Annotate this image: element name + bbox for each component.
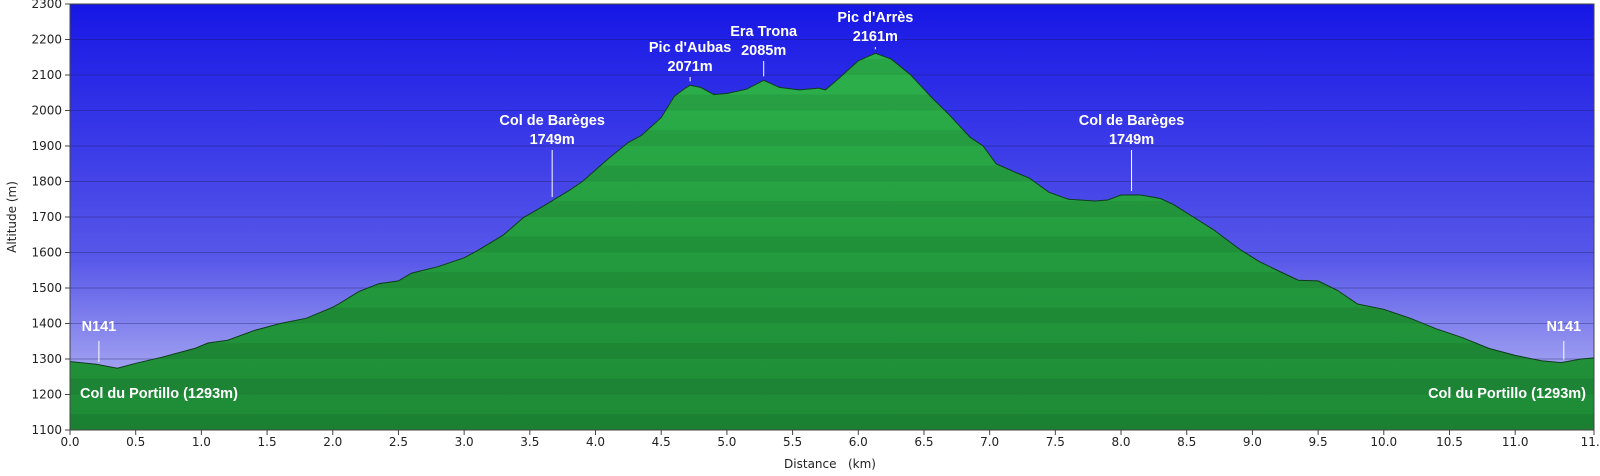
terrain-band: [70, 343, 1594, 359]
terrain-band: [70, 414, 1594, 430]
y-tick-label: 1100: [31, 423, 62, 437]
x-tick-label: 6.5: [914, 435, 933, 449]
y-tick-label: 1400: [31, 317, 62, 331]
x-tick-label: 0.5: [126, 435, 145, 449]
annotation-name: Era Trona: [730, 24, 798, 40]
y-tick-label: 1300: [31, 352, 62, 366]
y-tick-label: 2300: [31, 0, 62, 11]
annotation-name: Col de Barèges: [1079, 113, 1185, 129]
annotation-elevation: 2161m: [853, 29, 898, 45]
corner-label-left: Col du Portillo (1293m): [80, 386, 238, 402]
terrain-band: [70, 307, 1594, 324]
terrain-band: [70, 272, 1594, 288]
x-tick-label: 11.0: [1502, 435, 1529, 449]
x-tick-label: 8.5: [1177, 435, 1196, 449]
annotation-name: Col de Barèges: [499, 113, 605, 129]
x-tick-label: 1.0: [192, 435, 211, 449]
y-tick-label: 1800: [31, 175, 62, 189]
x-tick-label: 6.0: [849, 435, 868, 449]
road-label: N141: [82, 319, 117, 335]
y-tick-label: 1200: [31, 388, 62, 402]
annotation-name: Pic d'Arrès: [837, 10, 913, 26]
x-tick-label: 5.5: [783, 435, 802, 449]
x-tick-label: 10.5: [1436, 435, 1463, 449]
y-axis-title: Altitude (m): [5, 181, 19, 253]
x-tick-label: 5.0: [717, 435, 736, 449]
y-tick-label: 2200: [31, 33, 62, 47]
y-tick-label: 1900: [31, 139, 62, 153]
x-tick-label: 7.0: [980, 435, 999, 449]
y-tick-label: 1500: [31, 281, 62, 295]
y-tick-label: 1700: [31, 210, 62, 224]
x-tick-label: 8.0: [1111, 435, 1130, 449]
x-axis-ticks: 0.0 0.5 1.0 1.5 2.0 2.5 3.0 3.5 4.0 4.5 5.0 5.5 6.0 6…: [60, 430, 1600, 449]
annotation-elevation: 2085m: [741, 43, 786, 59]
x-tick-label: 3.5: [520, 435, 539, 449]
x-tick-label: 1.5: [258, 435, 277, 449]
corner-label-right: Col du Portillo (1293m): [1428, 386, 1586, 402]
annotation-name: Pic d'Aubas: [649, 40, 731, 56]
annotations: Col de Barèges 1749m Pic d'Aubas 2071m Era T…: [82, 10, 1581, 363]
x-tick-label: 0.0: [60, 435, 79, 449]
y-tick-label: 2000: [31, 104, 62, 118]
y-axis-ticks: 1100 1200 1300 1400 1500 1600 1700 1800 1900 2000…: [31, 0, 70, 437]
annotation-elevation: 2071m: [668, 59, 713, 75]
x-tick-label: 3.0: [455, 435, 474, 449]
x-tick-label: 11.6: [1581, 435, 1600, 449]
x-tick-label: 2.5: [389, 435, 408, 449]
y-tick-label: 2100: [31, 68, 62, 82]
x-tick-label: 10.0: [1370, 435, 1397, 449]
x-axis-title: Distance (km): [784, 457, 876, 471]
terrain-area: [69, 52, 1595, 431]
annotation-elevation: 1749m: [530, 132, 575, 148]
x-tick-label: 4.0: [586, 435, 605, 449]
x-tick-label: 9.0: [1243, 435, 1262, 449]
annotation-elevation: 1749m: [1109, 132, 1154, 148]
x-tick-label: 9.5: [1309, 435, 1328, 449]
x-tick-label: 2.0: [323, 435, 342, 449]
x-tick-label: 4.5: [652, 435, 671, 449]
terrain-band: [70, 378, 1594, 395]
x-tick-label: 7.5: [1046, 435, 1065, 449]
y-tick-label: 1600: [31, 246, 62, 260]
road-label: N141: [1546, 319, 1581, 335]
